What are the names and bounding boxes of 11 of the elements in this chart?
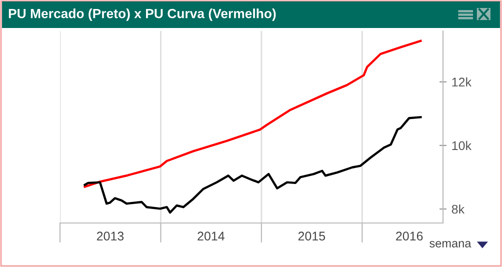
y-tick-label: 8k <box>452 204 465 214</box>
x-tick-label: 2013 <box>96 232 124 241</box>
x-tick-label: 2014 <box>198 232 224 241</box>
chart-title: PU Mercado (Preto) x PU Curva (Vermelho) <box>8 8 276 21</box>
text: semana <box>430 241 472 248</box>
line-series <box>84 116 422 214</box>
line-series <box>84 40 422 188</box>
y-tick-label: 12k <box>452 77 472 86</box>
x-tick-label: 2015 <box>298 232 326 241</box>
y-tick-label: 10k <box>452 140 472 150</box>
x-tick-label: 2016 <box>396 232 423 241</box>
